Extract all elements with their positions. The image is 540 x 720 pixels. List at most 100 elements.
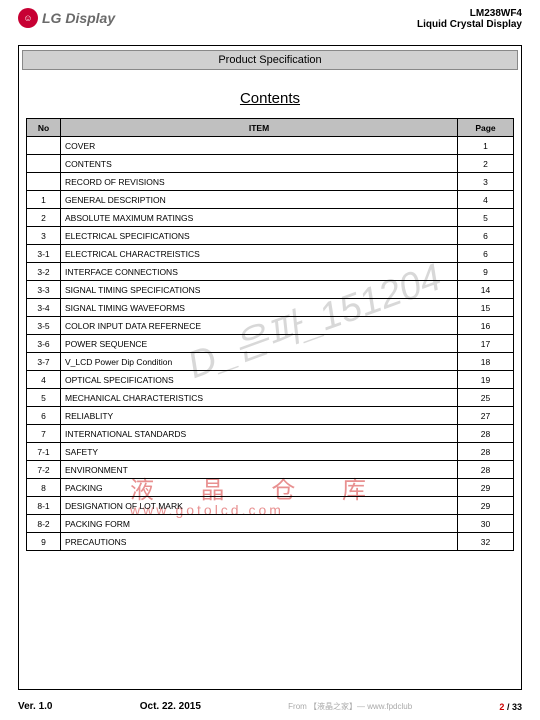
logo-text: LG Display <box>42 10 115 26</box>
cell-item: ENVIRONMENT <box>61 461 458 479</box>
cell-item: PACKING FORM <box>61 515 458 533</box>
cell-page: 29 <box>458 497 514 515</box>
header-no: No <box>27 119 61 137</box>
contents-title: Contents <box>0 90 540 107</box>
cell-page: 5 <box>458 209 514 227</box>
cell-page: 19 <box>458 371 514 389</box>
page-total: 33 <box>512 702 522 712</box>
page-sep: / <box>504 702 512 712</box>
cell-item: ELECTRICAL CHARACTREISTICS <box>61 245 458 263</box>
cell-item: CONTENTS <box>61 155 458 173</box>
cell-page: 16 <box>458 317 514 335</box>
cell-page: 32 <box>458 533 514 551</box>
cell-page: 2 <box>458 155 514 173</box>
cell-no: 7-1 <box>27 443 61 461</box>
cell-page: 4 <box>458 191 514 209</box>
cell-page: 15 <box>458 299 514 317</box>
table-row: 8-2PACKING FORM30 <box>27 515 514 533</box>
table-row: 8-1DESIGNATION OF LOT MARK29 <box>27 497 514 515</box>
cell-item: GENERAL DESCRIPTION <box>61 191 458 209</box>
cell-no: 3-2 <box>27 263 61 281</box>
product-name: Liquid Crystal Display <box>417 19 522 30</box>
cell-page: 29 <box>458 479 514 497</box>
cell-page: 28 <box>458 461 514 479</box>
table-row: 3-1ELECTRICAL CHARACTREISTICS6 <box>27 245 514 263</box>
cell-no: 4 <box>27 371 61 389</box>
table-row: 7INTERNATIONAL STANDARDS28 <box>27 425 514 443</box>
table-row: 3-4SIGNAL TIMING WAVEFORMS15 <box>27 299 514 317</box>
cell-item: POWER SEQUENCE <box>61 335 458 353</box>
cell-item: ELECTRICAL SPECIFICATIONS <box>61 227 458 245</box>
table-row: 9PRECAUTIONS32 <box>27 533 514 551</box>
cell-no: 7-2 <box>27 461 61 479</box>
cell-no: 3-5 <box>27 317 61 335</box>
cell-no: 3 <box>27 227 61 245</box>
toc-table: No ITEM Page COVER1CONTENTS2RECORD OF RE… <box>26 118 514 551</box>
table-row: CONTENTS2 <box>27 155 514 173</box>
cell-page: 27 <box>458 407 514 425</box>
cell-item: INTERNATIONAL STANDARDS <box>61 425 458 443</box>
cell-no: 3-1 <box>27 245 61 263</box>
footer: Ver. 1.0 Oct. 22. 2015 From 【液晶之家】— www.… <box>18 701 522 712</box>
cell-no: 8-1 <box>27 497 61 515</box>
cell-no <box>27 155 61 173</box>
cell-no: 1 <box>27 191 61 209</box>
footer-date: Oct. 22. 2015 <box>140 701 201 712</box>
table-row: 3-3SIGNAL TIMING SPECIFICATIONS14 <box>27 281 514 299</box>
cell-item: OPTICAL SPECIFICATIONS <box>61 371 458 389</box>
cell-page: 6 <box>458 227 514 245</box>
table-row: 8PACKING29 <box>27 479 514 497</box>
cell-page: 1 <box>458 137 514 155</box>
table-row: RECORD OF REVISIONS3 <box>27 173 514 191</box>
table-row: COVER1 <box>27 137 514 155</box>
table-row: 6RELIABLITY27 <box>27 407 514 425</box>
cell-page: 9 <box>458 263 514 281</box>
cell-no: 3-7 <box>27 353 61 371</box>
cell-page: 17 <box>458 335 514 353</box>
cell-item: PACKING <box>61 479 458 497</box>
cell-no: 9 <box>27 533 61 551</box>
table-row: 5MECHANICAL CHARACTERISTICS25 <box>27 389 514 407</box>
cell-page: 28 <box>458 443 514 461</box>
cell-page: 28 <box>458 425 514 443</box>
table-row: 3-7V_LCD Power Dip Condition18 <box>27 353 514 371</box>
header-page: Page <box>458 119 514 137</box>
cell-item: SAFETY <box>61 443 458 461</box>
table-row: 3-2INTERFACE CONNECTIONS9 <box>27 263 514 281</box>
cell-item: DESIGNATION OF LOT MARK <box>61 497 458 515</box>
cell-no: 5 <box>27 389 61 407</box>
cell-no: 6 <box>27 407 61 425</box>
cell-item: SIGNAL TIMING SPECIFICATIONS <box>61 281 458 299</box>
cell-item: COLOR INPUT DATA REFERNECE <box>61 317 458 335</box>
table-row: 7-1SAFETY28 <box>27 443 514 461</box>
logo: ☺ LG Display <box>18 8 115 28</box>
header: ☺ LG Display LM238WF4 Liquid Crystal Dis… <box>18 8 522 30</box>
cell-item: RECORD OF REVISIONS <box>61 173 458 191</box>
cell-no: 8 <box>27 479 61 497</box>
model-number: LM238WF4 <box>417 8 522 19</box>
cell-no: 8-2 <box>27 515 61 533</box>
cell-no <box>27 137 61 155</box>
table-row: 1GENERAL DESCRIPTION4 <box>27 191 514 209</box>
cell-page: 14 <box>458 281 514 299</box>
cell-page: 6 <box>458 245 514 263</box>
logo-icon: ☺ <box>18 8 38 28</box>
cell-no: 7 <box>27 425 61 443</box>
spec-bar: Product Specification <box>22 50 518 70</box>
table-row: 3-6POWER SEQUENCE17 <box>27 335 514 353</box>
table-row: 2ABSOLUTE MAXIMUM RATINGS5 <box>27 209 514 227</box>
table-row: 3ELECTRICAL SPECIFICATIONS6 <box>27 227 514 245</box>
footer-version: Ver. 1.0 <box>18 701 52 712</box>
table-header-row: No ITEM Page <box>27 119 514 137</box>
header-item: ITEM <box>61 119 458 137</box>
table-row: 3-5COLOR INPUT DATA REFERNECE16 <box>27 317 514 335</box>
cell-item: ABSOLUTE MAXIMUM RATINGS <box>61 209 458 227</box>
cell-item: SIGNAL TIMING WAVEFORMS <box>61 299 458 317</box>
footer-pagenum: 2 / 33 <box>499 702 522 712</box>
cell-page: 30 <box>458 515 514 533</box>
cell-no: 2 <box>27 209 61 227</box>
cell-page: 25 <box>458 389 514 407</box>
cell-item: COVER <box>61 137 458 155</box>
header-right: LM238WF4 Liquid Crystal Display <box>417 8 522 30</box>
footer-from: From 【液晶之家】— www.fpdclub <box>288 701 412 712</box>
